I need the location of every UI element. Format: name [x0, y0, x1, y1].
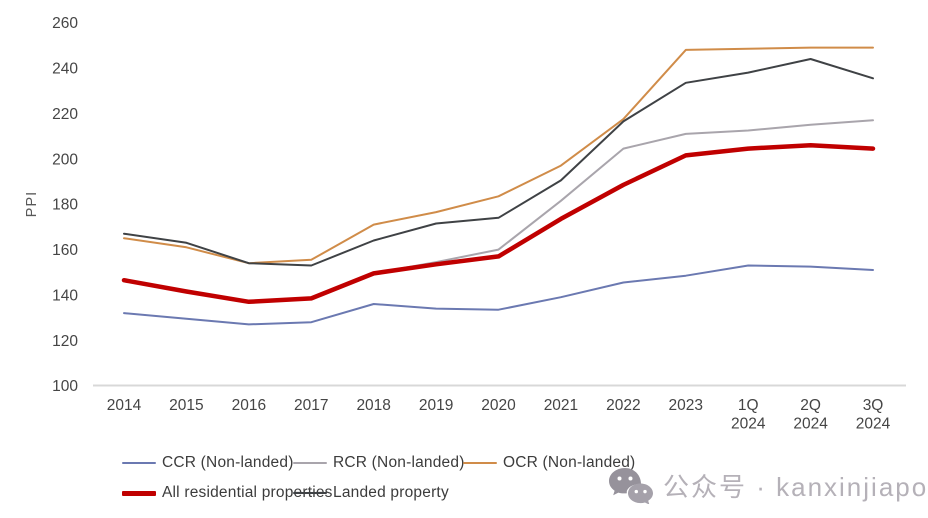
y-tick-label: 120 [52, 333, 78, 350]
wechat-icon [609, 468, 653, 504]
legend-item-ocr: OCR (Non-landed) [463, 454, 636, 471]
legend-label-landed: Landed property [333, 484, 449, 501]
legend-label-ccr: CCR (Non-landed) [162, 454, 294, 471]
legend-swatch-ocr [463, 462, 497, 464]
legend-item-all-residential: All residential properties [122, 484, 333, 501]
watermark-text: 公众号 · kanxinjiapo [663, 471, 928, 502]
x-tick-label: 2023 [669, 397, 703, 414]
legend-swatch-landed [293, 492, 327, 494]
legend-swatch-all-residential [122, 490, 156, 496]
series-line-ocr-non-landed [123, 46, 874, 265]
legend-item-landed: Landed property [293, 484, 449, 501]
x-tick-label: 2020 [481, 397, 516, 414]
x-tick-label: 2015 [169, 397, 203, 414]
x-tick-label: 1Q [738, 397, 759, 414]
y-tick-label: 100 [52, 378, 78, 395]
legend-label-rcr: RCR (Non-landed) [333, 454, 465, 471]
x-tick-label: 2019 [419, 397, 453, 414]
legend-item-ccr: CCR (Non-landed) [122, 454, 294, 471]
x-tick-label: 2024 [856, 416, 891, 433]
x-tick-label: 2021 [544, 397, 578, 414]
x-tick-label: 2017 [294, 397, 328, 414]
y-tick-label: 220 [52, 106, 78, 123]
legend-swatch-rcr [293, 462, 327, 464]
y-axis-title: PPI [24, 191, 40, 217]
series-line-ccr-non-landed [123, 264, 874, 326]
y-tick-label: 160 [52, 242, 78, 259]
x-tick-label: 3Q [863, 397, 884, 414]
y-tick-label: 240 [52, 61, 78, 78]
x-tick-label: 2014 [107, 397, 142, 414]
legend-swatch-ccr [122, 462, 156, 464]
y-tick-label: 260 [52, 15, 78, 32]
legend-item-rcr: RCR (Non-landed) [293, 454, 465, 471]
line-chart-canvas: 260 240 220 200 180 160 140 120 100 PPI 2014 2015 20… [24, 15, 906, 433]
series-line-all-residential-properties [121, 142, 876, 305]
x-tick-label: 2016 [232, 397, 266, 414]
watermark: 公众号 · kanxinjiapo [608, 466, 928, 504]
series-line-landed-property [123, 58, 874, 267]
legend-label-all-residential: All residential properties [162, 484, 333, 501]
x-tick-label: 2022 [606, 397, 640, 414]
legend-label-ocr: OCR (Non-landed) [503, 454, 636, 471]
x-tick-label: 2024 [731, 416, 766, 433]
x-tick-label: 2018 [356, 397, 390, 414]
y-tick-label: 200 [52, 151, 78, 168]
x-tick-label: 2Q [800, 397, 821, 414]
x-tick-label: 2024 [793, 416, 828, 433]
y-tick-label: 180 [52, 197, 78, 214]
y-tick-label: 140 [52, 287, 78, 304]
